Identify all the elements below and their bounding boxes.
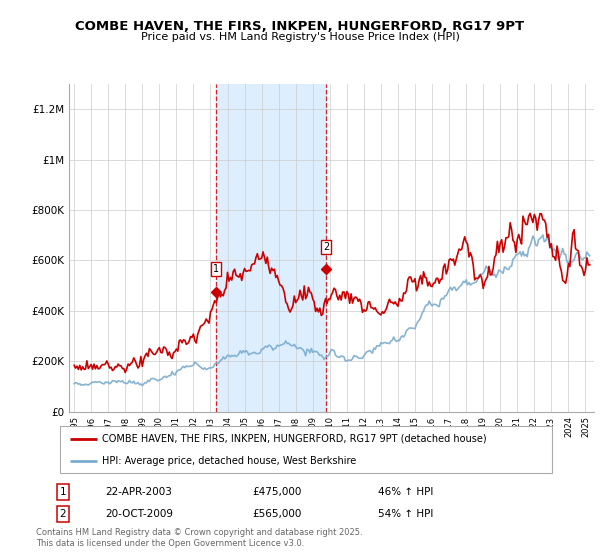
Text: Price paid vs. HM Land Registry's House Price Index (HPI): Price paid vs. HM Land Registry's House … (140, 32, 460, 43)
Text: 1: 1 (59, 487, 67, 497)
Text: 22-APR-2003: 22-APR-2003 (105, 487, 172, 497)
Text: COMBE HAVEN, THE FIRS, INKPEN, HUNGERFORD, RG17 9PT: COMBE HAVEN, THE FIRS, INKPEN, HUNGERFOR… (76, 20, 524, 32)
Text: 46% ↑ HPI: 46% ↑ HPI (378, 487, 433, 497)
Bar (216, 84, 326, 412)
Text: £565,000: £565,000 (252, 509, 301, 519)
FancyBboxPatch shape (60, 426, 552, 473)
Text: £475,000: £475,000 (252, 487, 301, 497)
Text: HPI: Average price, detached house, West Berkshire: HPI: Average price, detached house, West… (102, 456, 356, 466)
Text: 2: 2 (323, 241, 329, 251)
Text: 2: 2 (59, 509, 67, 519)
Text: COMBE HAVEN, THE FIRS, INKPEN, HUNGERFORD, RG17 9PT (detached house): COMBE HAVEN, THE FIRS, INKPEN, HUNGERFOR… (102, 434, 487, 444)
Text: 20-OCT-2009: 20-OCT-2009 (105, 509, 173, 519)
Text: Contains HM Land Registry data © Crown copyright and database right 2025.
This d: Contains HM Land Registry data © Crown c… (36, 528, 362, 548)
Text: 1: 1 (212, 264, 219, 274)
Text: 54% ↑ HPI: 54% ↑ HPI (378, 509, 433, 519)
